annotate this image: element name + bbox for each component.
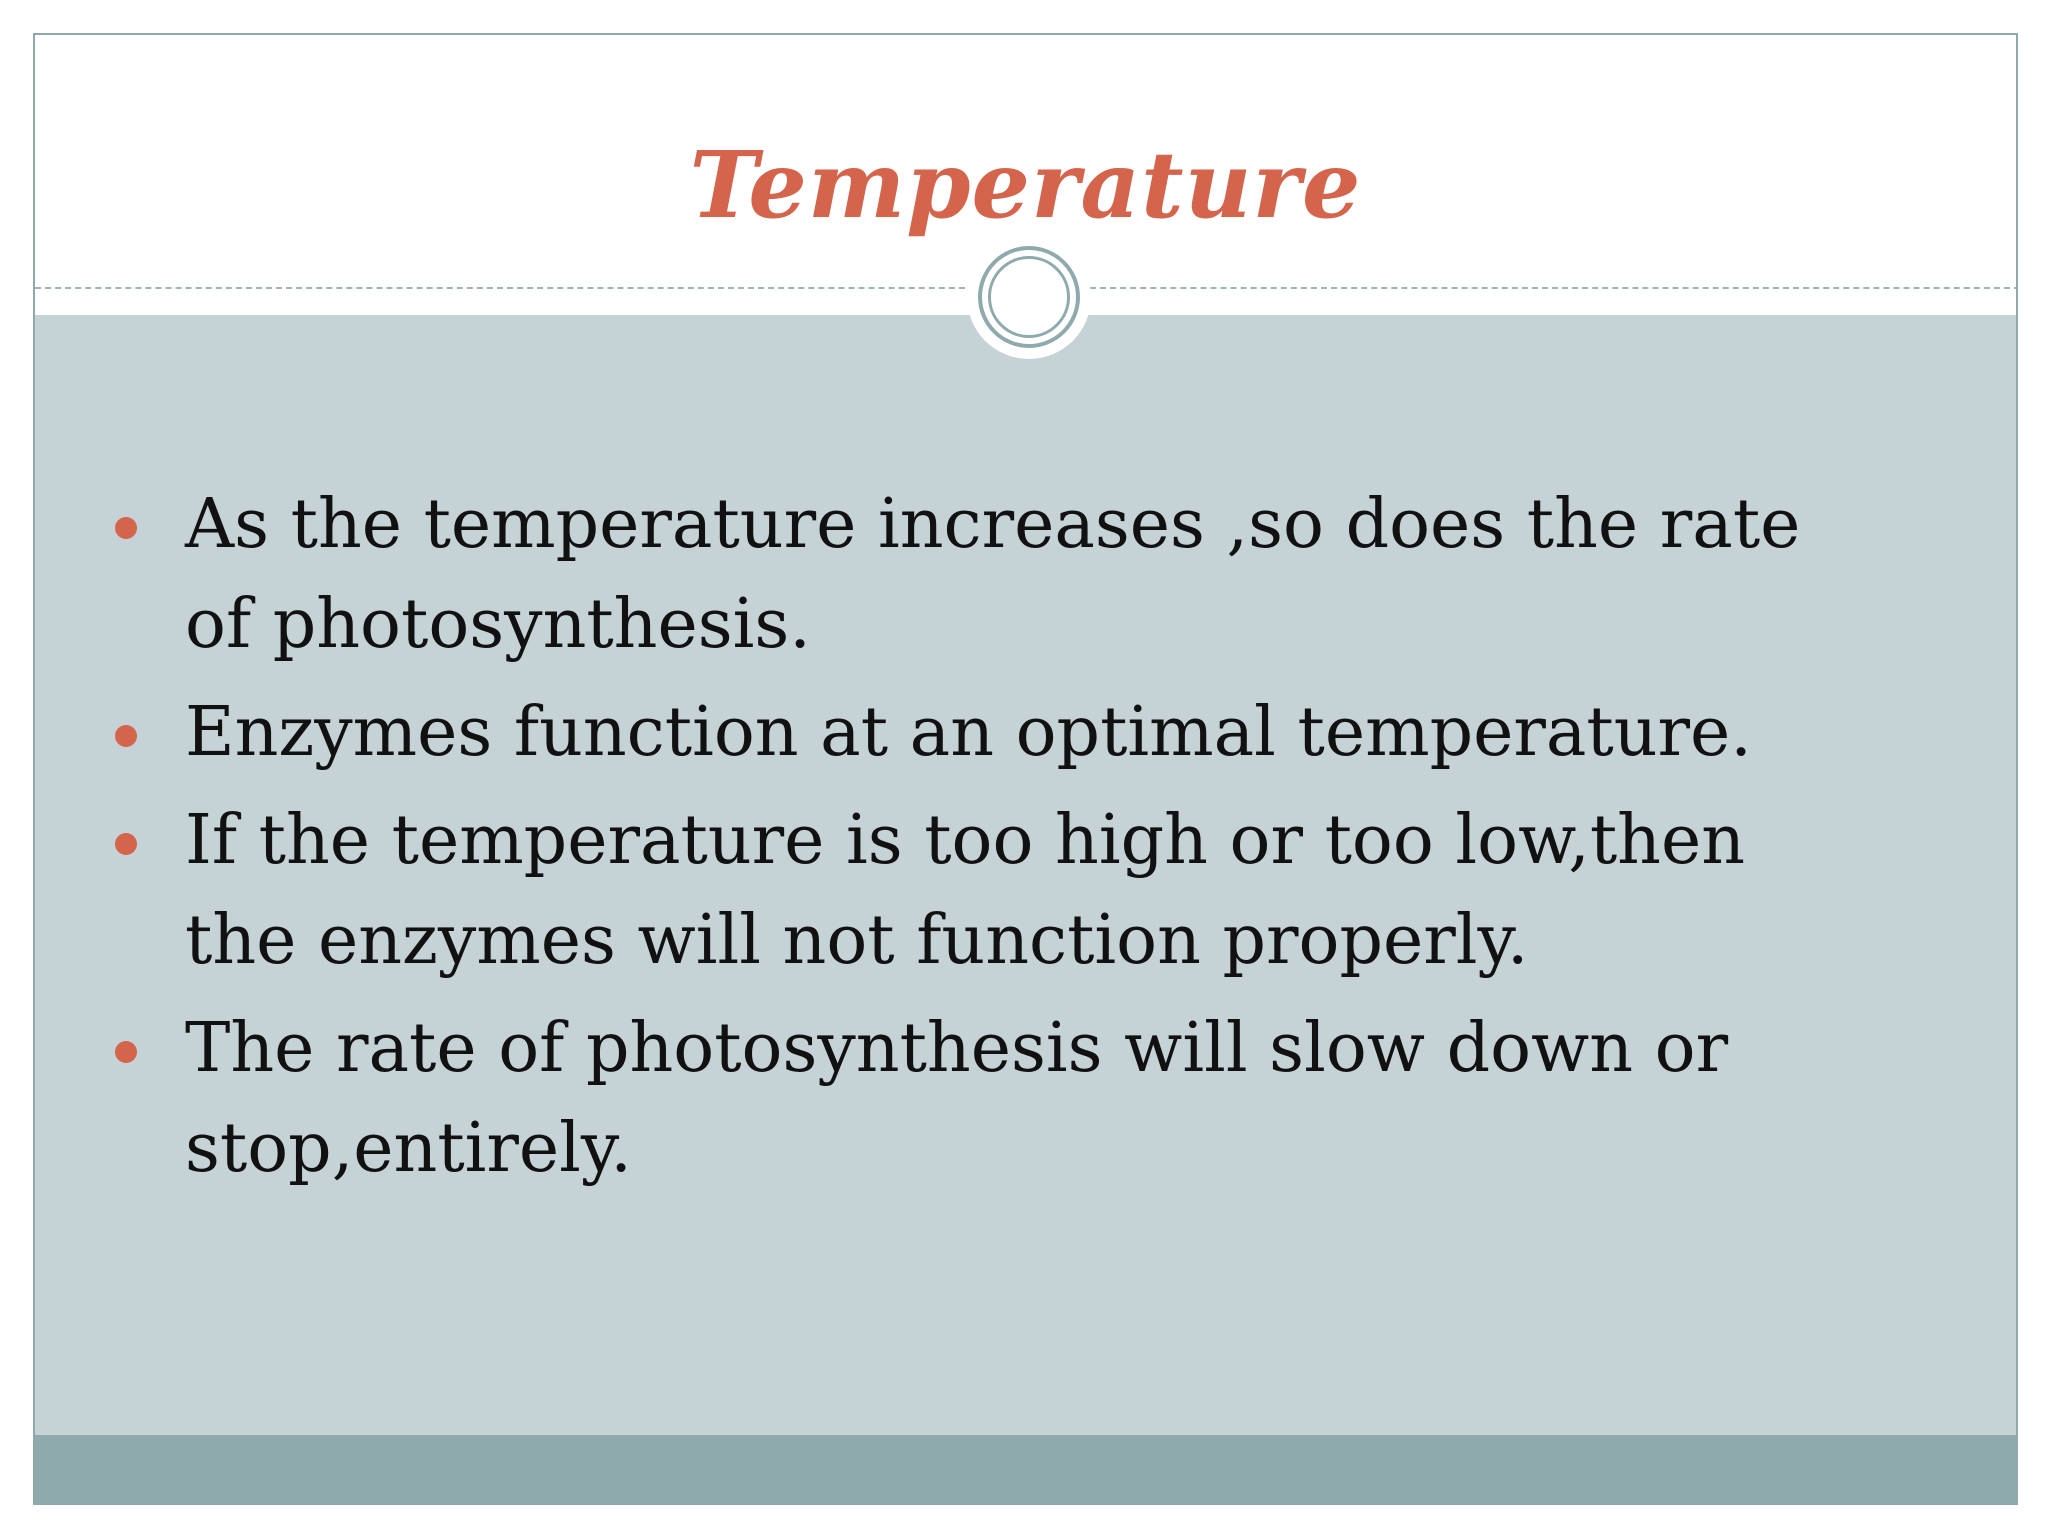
dashed-divider-left	[35, 287, 975, 289]
bullet-text: Enzymes function at an optimal temperatu…	[185, 693, 1752, 772]
bullet-item: Enzymes function at an optimal temperatu…	[95, 683, 1875, 783]
bullet-item: The rate of photosynthesis will slow dow…	[95, 999, 1875, 1199]
bullet-item: As the temperature increases ,so does th…	[95, 475, 1875, 675]
bullet-dot-icon	[115, 725, 137, 747]
bullet-text: As the temperature increases ,so does th…	[185, 485, 1801, 664]
content-area	[35, 315, 2016, 1435]
bullet-text: The rate of photosynthesis will slow dow…	[185, 1009, 1729, 1188]
slide-title: Temperature	[689, 131, 1362, 239]
bullet-item: If the temperature is too high or too lo…	[95, 791, 1875, 991]
dashed-divider-right	[1090, 287, 2016, 289]
footer-band	[35, 1435, 2016, 1503]
bullet-text: If the temperature is too high or too lo…	[185, 801, 1746, 980]
bullet-dot-icon	[115, 517, 137, 539]
slide: Temperature As the temperature increases…	[33, 33, 2018, 1505]
bullet-dot-icon	[115, 1041, 137, 1063]
bullet-dot-icon	[115, 833, 137, 855]
bullet-list: As the temperature increases ,so does th…	[95, 475, 1875, 1207]
ring-ornament-inner	[988, 256, 1070, 338]
